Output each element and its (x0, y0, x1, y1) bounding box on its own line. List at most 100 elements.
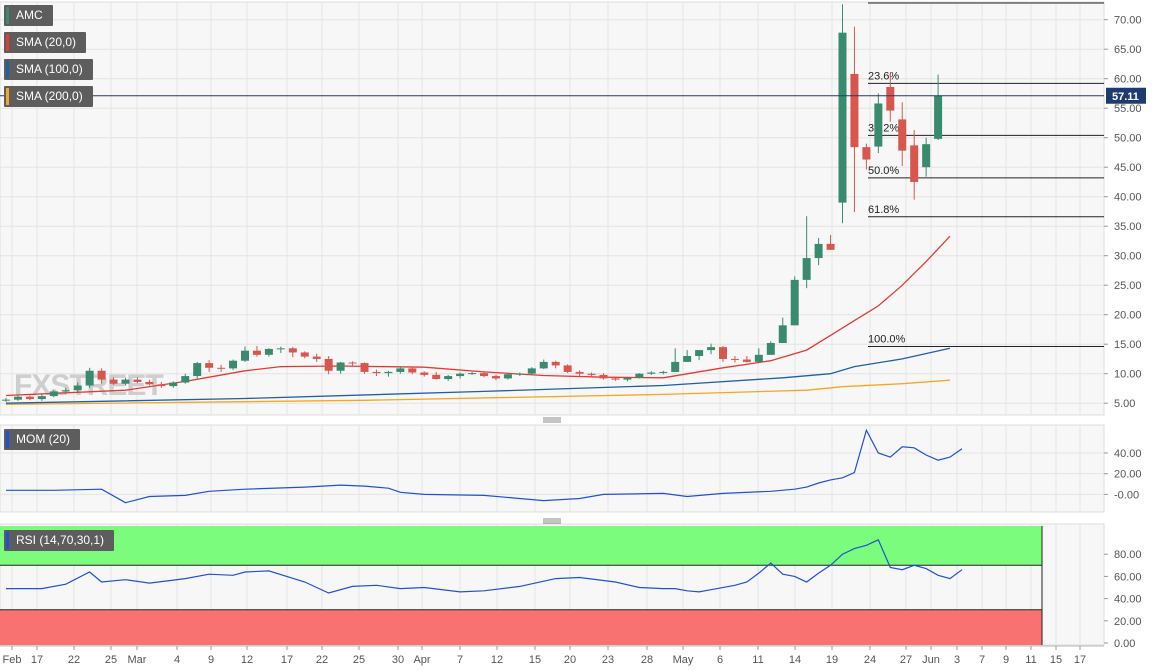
candle[interactable] (13, 394, 22, 401)
candle[interactable] (264, 348, 273, 357)
candle[interactable] (157, 381, 166, 388)
candle[interactable] (551, 360, 560, 369)
legend-sma200[interactable]: SMA (200,0) (4, 86, 93, 107)
candle-body (850, 73, 859, 148)
candle[interactable] (468, 371, 477, 375)
candle[interactable] (623, 376, 632, 382)
candle[interactable] (850, 26, 859, 213)
candle[interactable] (826, 235, 835, 250)
candle[interactable] (133, 377, 142, 384)
x-tick-label: 22 (316, 654, 328, 666)
candle[interactable] (898, 102, 907, 167)
pane-resize-handle[interactable] (543, 417, 561, 423)
candle[interactable] (456, 372, 465, 379)
candle-body (61, 390, 70, 392)
candle[interactable] (396, 366, 405, 374)
candle[interactable] (814, 238, 823, 266)
candle[interactable] (25, 395, 34, 401)
candle[interactable] (229, 359, 238, 371)
candle[interactable] (874, 93, 883, 154)
candle[interactable] (707, 343, 716, 355)
candle[interactable] (683, 350, 692, 362)
candle[interactable] (241, 346, 249, 362)
candle[interactable] (169, 381, 178, 388)
legend-sma20[interactable]: SMA (20,0) (4, 32, 87, 53)
candle[interactable] (886, 73, 895, 122)
candle[interactable] (575, 370, 584, 377)
candle[interactable] (73, 382, 82, 392)
candle[interactable] (408, 367, 417, 375)
candle[interactable] (539, 359, 548, 369)
candle[interactable] (790, 276, 799, 326)
candle[interactable] (372, 369, 381, 377)
legend-symbol[interactable]: AMC (4, 5, 53, 26)
candle[interactable] (695, 350, 704, 361)
candle[interactable] (742, 356, 751, 363)
candle[interactable] (2, 397, 10, 403)
candle[interactable] (587, 372, 596, 377)
legend-sma100[interactable]: SMA (100,0) (4, 59, 93, 80)
candle[interactable] (384, 370, 393, 377)
candle[interactable] (432, 371, 441, 380)
candle[interactable] (336, 361, 345, 374)
candle[interactable] (360, 362, 369, 374)
candle[interactable] (527, 367, 536, 375)
candle[interactable] (252, 345, 261, 357)
candle[interactable] (838, 4, 847, 224)
candle[interactable] (121, 377, 130, 386)
y-tick-label: 60.00 (1114, 74, 1142, 86)
candle[interactable] (444, 374, 453, 381)
candle[interactable] (288, 347, 297, 358)
candle[interactable] (599, 373, 608, 380)
candle-body (527, 368, 536, 374)
pane-resize-handle[interactable] (543, 518, 561, 524)
candle[interactable] (778, 317, 787, 344)
candle[interactable] (420, 371, 429, 377)
candle[interactable] (193, 361, 202, 379)
candle[interactable] (61, 387, 70, 395)
candle[interactable] (503, 373, 512, 380)
candle[interactable] (348, 361, 357, 366)
candle[interactable] (491, 374, 500, 381)
candle[interactable] (754, 348, 763, 363)
candle[interactable] (862, 143, 871, 170)
candle[interactable] (659, 370, 668, 375)
candle-body (563, 365, 572, 372)
candle[interactable] (719, 345, 727, 362)
legend-mom[interactable]: MOM (20) (4, 429, 80, 450)
candle[interactable] (217, 364, 226, 372)
candle[interactable] (934, 74, 943, 141)
candle[interactable] (181, 373, 190, 384)
candle-body (432, 374, 441, 380)
candle[interactable] (910, 130, 919, 200)
candle[interactable] (647, 371, 656, 375)
candle-body (420, 372, 429, 375)
candle[interactable] (49, 390, 58, 398)
candle[interactable] (97, 368, 106, 384)
candle[interactable] (766, 341, 775, 355)
candle-body (719, 347, 727, 359)
candle[interactable] (922, 137, 931, 177)
candle[interactable] (611, 377, 620, 381)
candle[interactable] (205, 360, 214, 372)
candle[interactable] (324, 356, 333, 375)
candle[interactable] (276, 346, 285, 354)
mom-y-tick-label: -0.00 (1114, 489, 1139, 501)
candle[interactable] (37, 393, 46, 401)
candle[interactable] (300, 351, 309, 359)
candle[interactable] (802, 216, 811, 289)
legend-rsi[interactable]: RSI (14,70,30,1) (4, 530, 115, 551)
candle[interactable] (635, 373, 644, 379)
candle[interactable] (730, 356, 739, 363)
candle[interactable] (515, 372, 524, 377)
candle[interactable] (563, 364, 572, 374)
x-tick-label: 22 (68, 654, 80, 666)
candle-body (241, 350, 249, 361)
candle[interactable] (671, 348, 680, 372)
candle[interactable] (480, 371, 488, 378)
candle[interactable] (312, 353, 321, 362)
candle[interactable] (85, 367, 94, 388)
candle[interactable] (109, 377, 118, 385)
candle-body (37, 396, 46, 400)
candle[interactable] (145, 379, 154, 386)
